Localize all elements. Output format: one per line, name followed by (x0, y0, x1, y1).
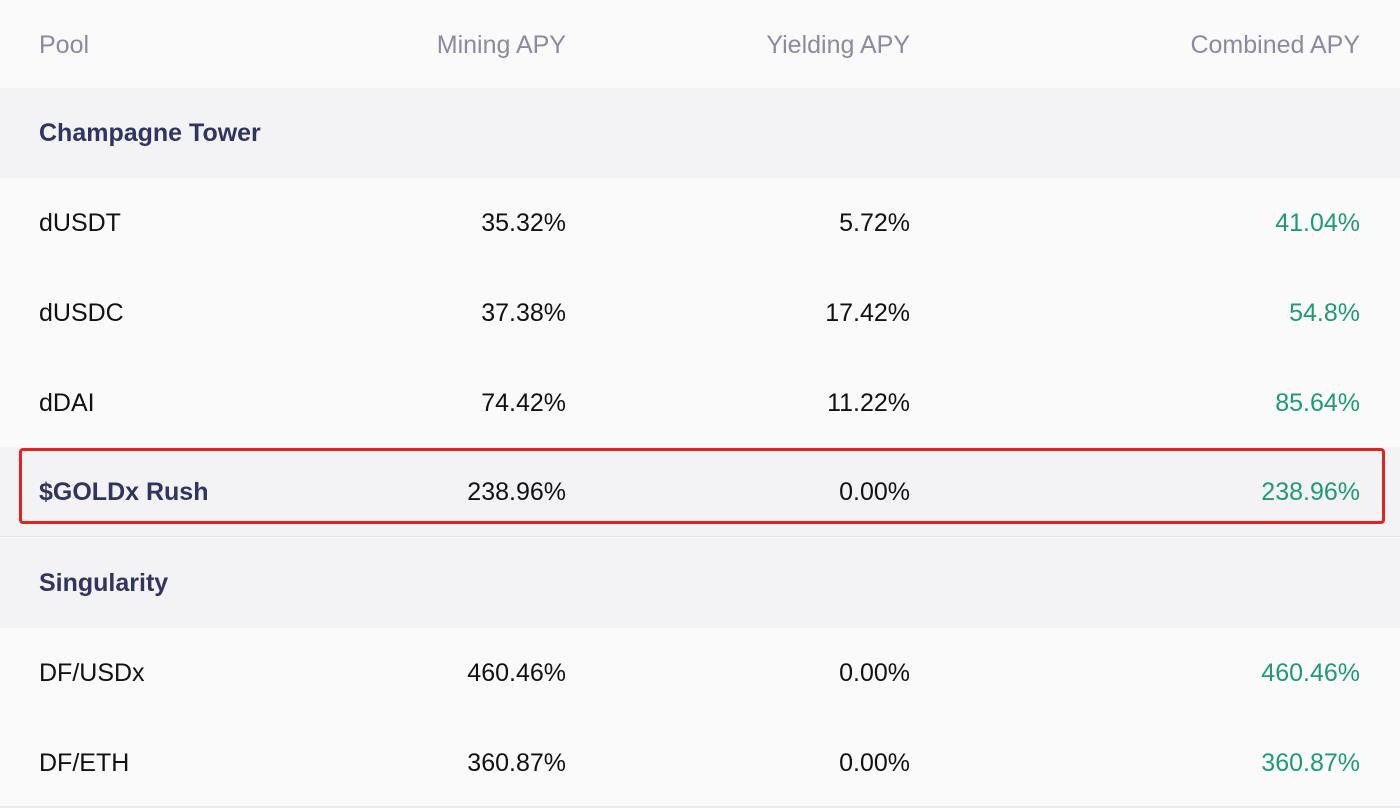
mining-apy: 37.38% (481, 299, 566, 327)
table-row[interactable]: dDAI 74.42% 11.22% 85.64% (0, 358, 1400, 448)
group-row-singularity[interactable]: Singularity (0, 538, 1400, 628)
group-title: Champagne Tower (39, 119, 261, 147)
table-row[interactable]: dUSDT 35.32% 5.72% 41.04% (0, 178, 1400, 268)
mining-apy: 74.42% (481, 389, 566, 417)
mining-apy: 360.87% (467, 749, 566, 777)
table-row[interactable]: DF/ETH 360.87% 0.00% 360.87% (0, 718, 1400, 808)
combined-apy: 41.04% (1275, 209, 1360, 237)
column-header-yielding-apy[interactable]: Yielding APY (766, 31, 910, 59)
table-row[interactable]: DF/USDx 460.46% 0.00% 460.46% (0, 628, 1400, 718)
combined-apy: 460.46% (1261, 659, 1360, 687)
mining-apy: 35.32% (481, 209, 566, 237)
column-header-pool[interactable]: Pool (39, 31, 90, 59)
table-header: Pool Mining APY Yielding APY Combined AP… (0, 0, 1400, 90)
pool-name: dUSDC (39, 299, 124, 327)
combined-apy: 85.64% (1275, 389, 1360, 417)
mining-apy: 460.46% (467, 659, 566, 687)
pool-name: dDAI (39, 389, 95, 417)
yielding-apy: 11.22% (827, 389, 910, 417)
yielding-apy: 0.00% (839, 749, 910, 777)
group-row-champagne-tower[interactable]: Champagne Tower (0, 88, 1400, 178)
yielding-apy: 17.42% (825, 299, 910, 327)
group-row-goldx-rush[interactable]: $GOLDx Rush 238.96% 0.00% 238.96% (0, 447, 1400, 537)
pool-name: DF/ETH (39, 749, 130, 777)
combined-apy: 238.96% (1261, 478, 1360, 506)
pool-name: DF/USDx (39, 659, 145, 687)
yielding-apy: 0.00% (839, 478, 910, 506)
pool-name: dUSDT (39, 209, 121, 237)
table-row[interactable]: dUSDC 37.38% 17.42% 54.8% (0, 268, 1400, 358)
table-bottom-divider (0, 806, 1400, 808)
column-header-mining-apy[interactable]: Mining APY (436, 31, 566, 59)
mining-apy: 238.96% (467, 478, 566, 506)
yielding-apy: 5.72% (839, 209, 910, 237)
column-header-combined-apy[interactable]: Combined APY (1190, 31, 1360, 59)
yielding-apy: 0.00% (839, 659, 910, 687)
combined-apy: 54.8% (1289, 299, 1360, 327)
combined-apy: 360.87% (1261, 749, 1360, 777)
group-title: Singularity (39, 569, 169, 597)
pool-name: $GOLDx Rush (39, 478, 209, 506)
